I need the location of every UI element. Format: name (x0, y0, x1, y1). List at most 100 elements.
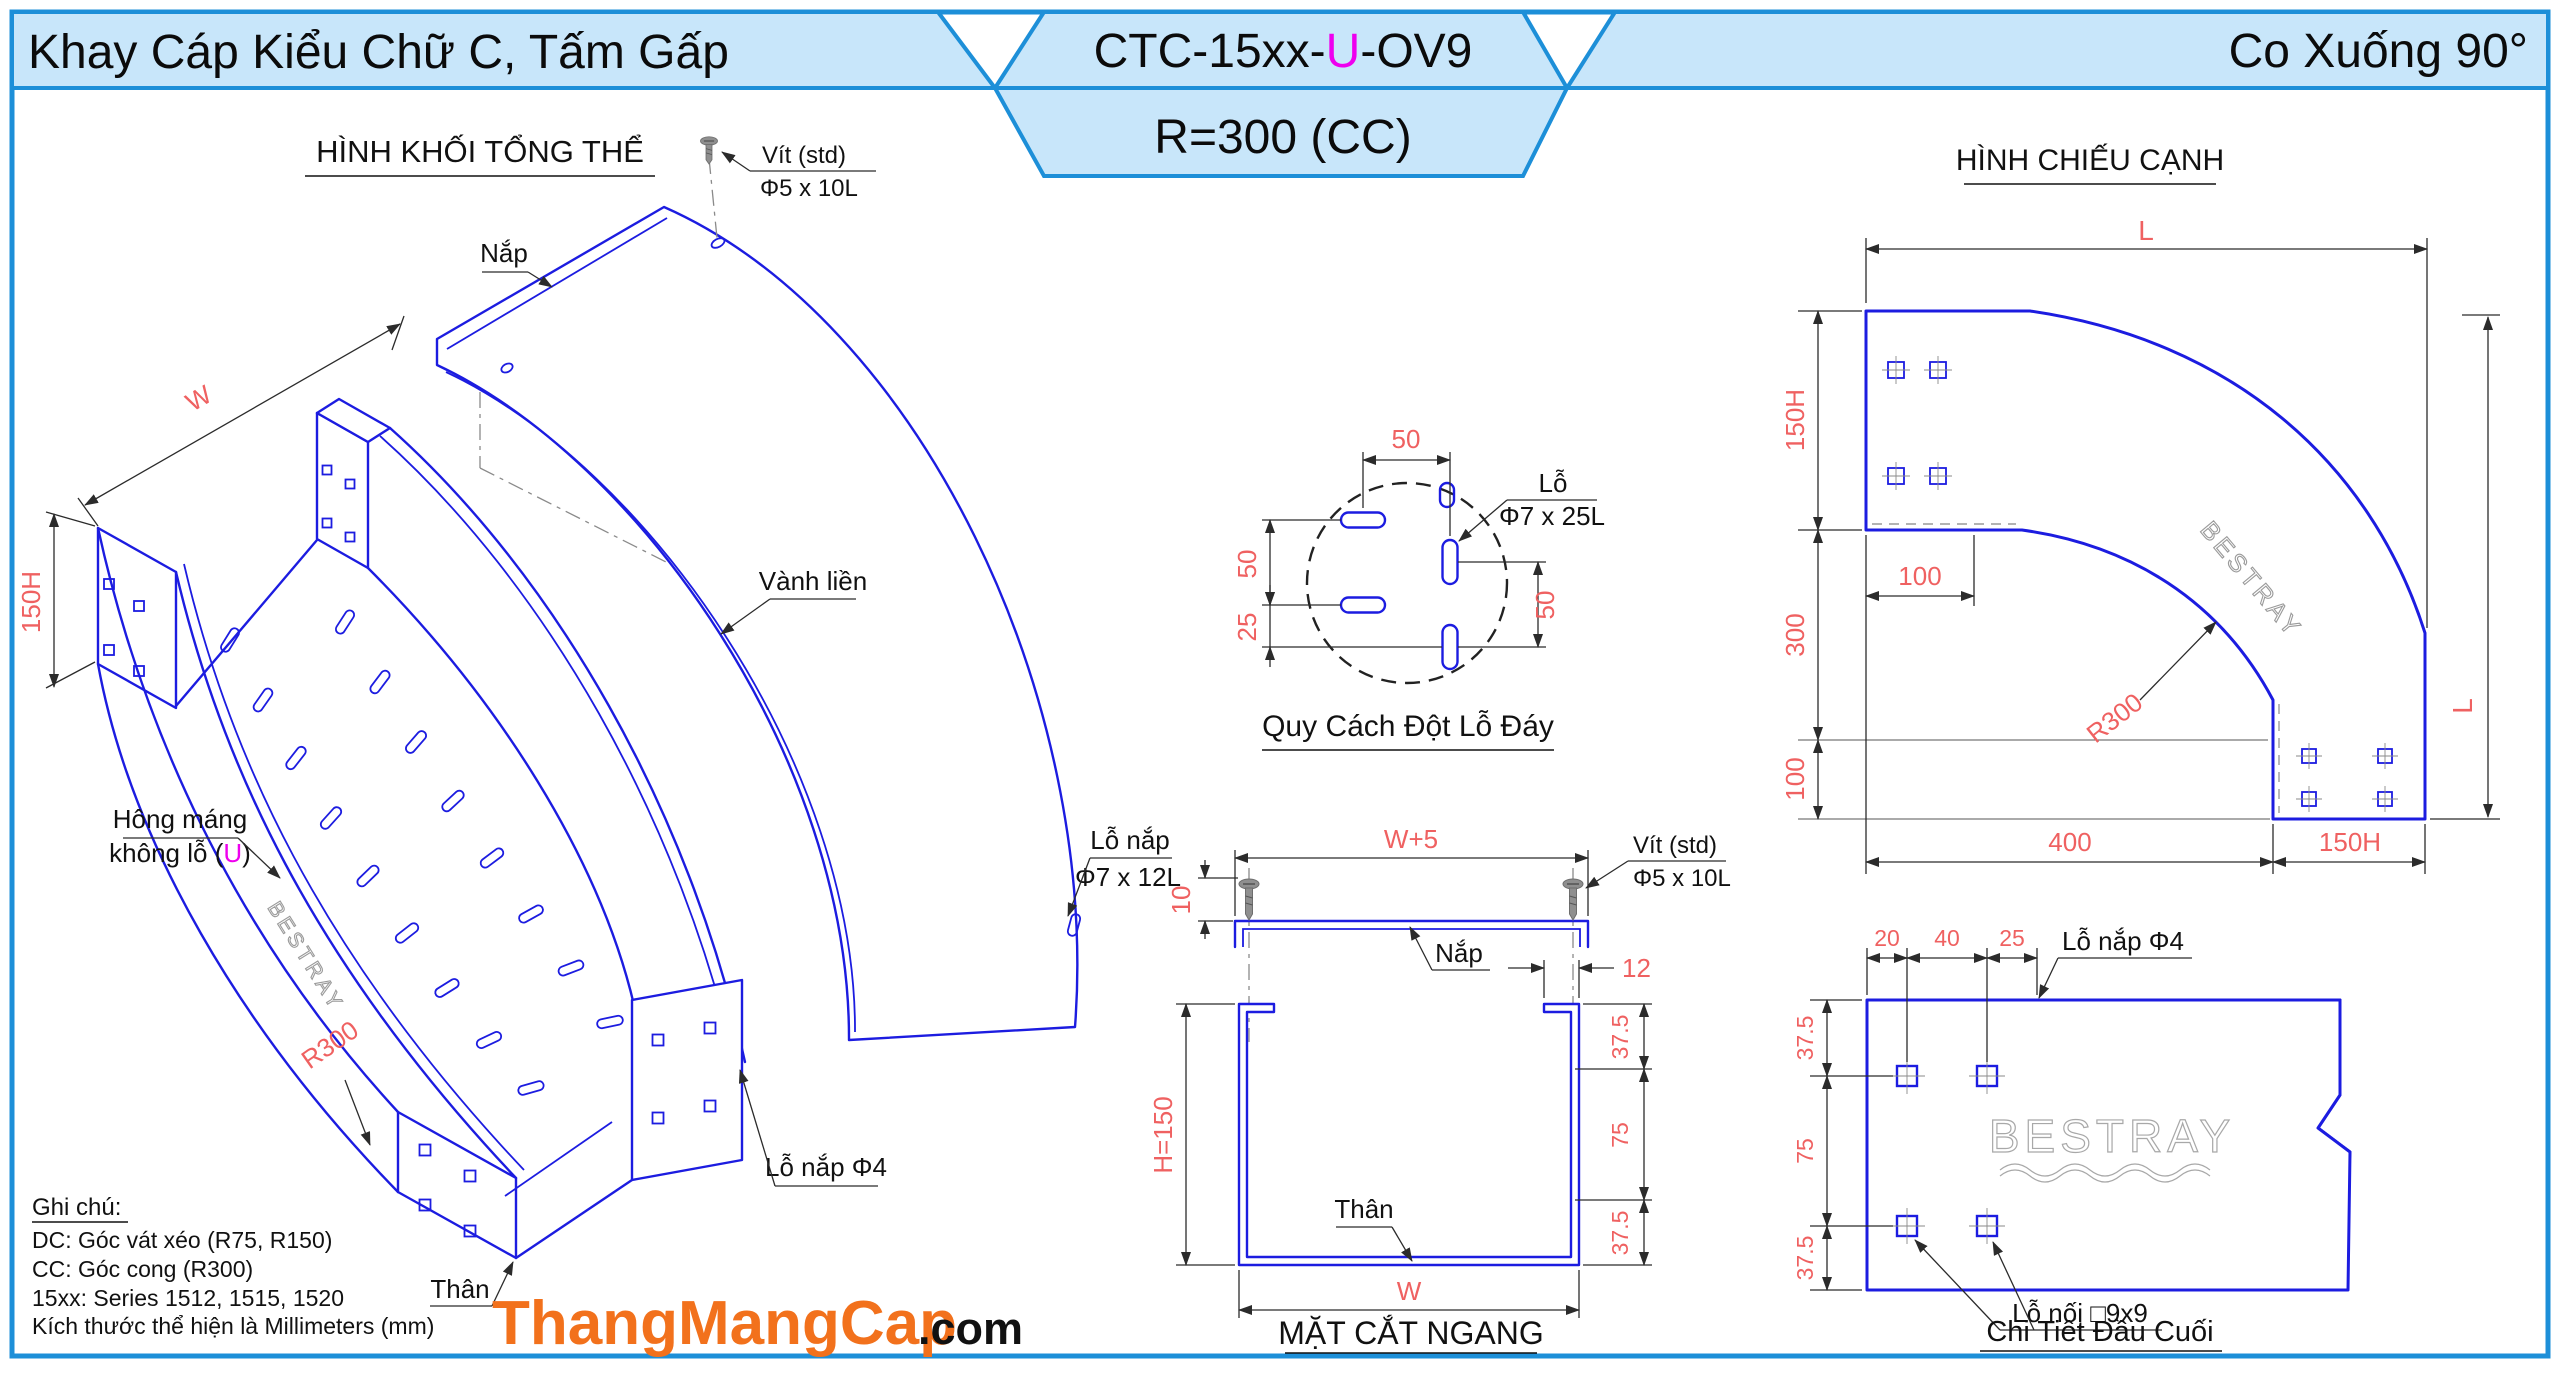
label-rim: Vành liền (759, 566, 867, 596)
dim-h150: H=150 (1148, 1096, 1178, 1173)
end-label-hole4: Lỗ nắp Φ4 (2062, 926, 2184, 956)
section-cover (1233, 919, 1590, 949)
punch-hole-label-1: Lỗ (1539, 468, 1568, 498)
dim-r300: R300 (296, 1015, 364, 1075)
dim-l-right: L (2447, 698, 2478, 714)
header: Khay Cáp Kiểu Chữ C, Tấm Gấp CTC-15xx-U-… (10, 10, 2550, 178)
dim-left-25: 25 (1232, 613, 1262, 642)
side-connector-holes (1882, 356, 2398, 812)
dim-300: 300 (1780, 613, 1810, 656)
dim-l-top: L (2138, 215, 2154, 246)
end-labels: Lỗ nắp Φ4 Lỗ nối □9x9 (1914, 926, 2192, 1331)
iso-perforation-slots (220, 609, 624, 1096)
dim-12: 12 (1622, 953, 1651, 983)
notes: Ghi chú: DC: Góc vát xéo (R75, R150) CC:… (32, 1194, 434, 1339)
variant-title: Co Xuống 90° (2229, 25, 2528, 78)
end-dimensions: 20 40 25 37.5 75 37.5 (1792, 925, 2038, 1291)
label-cover: Nắp (480, 238, 528, 268)
end-plate (1865, 998, 2352, 1292)
logo-name: ThangMangCap (492, 1289, 957, 1358)
punch-view: 50 50 25 50 Lỗ Φ7 x 25L Quy Cách Đột Lỗ … (1232, 424, 1605, 751)
dim-right-37a: 37.5 (1607, 1015, 1633, 1060)
screw-icon (1562, 878, 1584, 921)
note-line-3: 15xx: Series 1512, 1515, 1520 (32, 1285, 344, 1311)
dim-left-50: 50 (1232, 550, 1262, 579)
end-title: Chi Tiết Đầu Cuối (1986, 1316, 2213, 1348)
dim-left-37a: 37.5 (1792, 1016, 1818, 1061)
dim-left-75: 75 (1792, 1138, 1818, 1164)
dim-right-50: 50 (1530, 591, 1560, 620)
end-watermark: BESTRAY (1988, 1109, 2235, 1183)
end-detail-view: BESTRAY 20 40 25 37.5 75 37.5 (1792, 925, 2352, 1352)
label-cover-hole-1: Lỗ nắp (1090, 825, 1170, 855)
section-label-cover: Nắp (1435, 938, 1483, 968)
dim-20: 20 (1874, 925, 1900, 951)
punch-labels: Lỗ Φ7 x 25L (1458, 468, 1605, 542)
dim-150h-left: 150H (1780, 389, 1810, 451)
section-view: W+5 10 12 37.5 75 37.5 H=150 (1148, 824, 1731, 1354)
punch-title: Quy Cách Đột Lỗ Đáy (1262, 710, 1554, 743)
label-cover-hole-2: Φ7 x 12L (1075, 862, 1181, 892)
dim-right-37b: 37.5 (1607, 1211, 1633, 1256)
punch-boundary-circle (1305, 481, 1509, 685)
radius-spec: R=300 (CC) (1154, 111, 1411, 164)
product-title: Khay Cáp Kiểu Chữ C, Tấm Gấp (28, 26, 729, 79)
section-label-body: Thân (1334, 1194, 1393, 1224)
note-line-1: DC: Góc vát xéo (R75, R150) (32, 1227, 332, 1253)
dim-w: W (1397, 1276, 1422, 1306)
label-side-2b: U (223, 838, 242, 868)
code-suffix: -OV9 (1360, 25, 1472, 78)
section-dimensions: W+5 10 12 37.5 75 37.5 H=150 (1148, 824, 1652, 1318)
code-prefix: CTC-15xx- (1094, 25, 1326, 78)
section-labels: Nắp Thân Vít (std) Φ5 x 10L (1334, 832, 1731, 1262)
side-elbow-outline (1864, 309, 2427, 821)
section-screw-label-1: Vít (std) (1633, 832, 1717, 859)
punch-slots (1339, 481, 1459, 671)
end-watermark-text: BESTRAY (1989, 1110, 2235, 1162)
punch-hole-label-2: Φ7 x 25L (1499, 501, 1605, 531)
section-title: MẶT CẮT NGANG (1278, 1315, 1544, 1351)
dim-top-50: 50 (1392, 424, 1421, 454)
punch-dimensions: 50 50 25 50 (1232, 424, 1560, 667)
section-screw-label-2: Φ5 x 10L (1633, 865, 1731, 892)
dim-40: 40 (1934, 925, 1960, 951)
dim-w5: W+5 (1384, 824, 1438, 854)
label-side-2a: không lỗ ( (109, 838, 224, 868)
iso-title: HÌNH KHỐI TỔNG THỂ (316, 133, 644, 169)
dim-150h: 150H (16, 571, 46, 633)
dim-100-left: 100 (1780, 757, 1810, 800)
iso-cover (435, 205, 1082, 1042)
dim-left-37b: 37.5 (1792, 1236, 1818, 1281)
screw-icon (700, 136, 718, 165)
notes-heading: Ghi chú: (32, 1194, 121, 1221)
label-cover-hole4: Lỗ nắp Φ4 (765, 1152, 887, 1182)
product-code: CTC-15xx-U-OV9 (1094, 25, 1473, 78)
dim-right-75: 75 (1607, 1122, 1633, 1148)
iso-view: HÌNH KHỐI TỔNG THỂ (16, 133, 1181, 1307)
brand-logo: ThangMangCap .com (492, 1289, 1023, 1358)
side-view: HÌNH CHIẾU CẠNH BESTRAY (1780, 143, 2500, 874)
label-screw-1: Vít (std) (762, 142, 846, 169)
dim-25: 25 (1999, 925, 2025, 951)
logo-tld: .com (918, 1303, 1023, 1354)
label-body: Thân (430, 1274, 489, 1304)
side-title: HÌNH CHIẾU CẠNH (1956, 143, 2224, 177)
note-line-2: CC: Góc cong (R300) (32, 1256, 253, 1282)
label-screw-2: Φ5 x 10L (760, 175, 858, 202)
section-channel (1237, 1002, 1581, 1267)
dim-150h-bottom: 150H (2319, 827, 2381, 857)
label-side-2c: ) (242, 838, 251, 868)
iso-fold-lines (479, 157, 718, 564)
screw-icon (1238, 878, 1260, 921)
dim-w: W (180, 379, 217, 417)
end-joint-holes (1889, 1058, 2005, 1244)
code-highlight: U (1326, 25, 1361, 78)
label-side-1: Hông máng (113, 804, 247, 834)
dim-400: 400 (2048, 827, 2091, 857)
label-side-2: không lỗ (U) (109, 838, 251, 868)
end-label-joint: Lỗ nối □9x9 (2012, 1298, 2148, 1328)
dim-100-top: 100 (1898, 561, 1941, 591)
note-line-4: Kích thước thể hiện là Millimeters (mm) (32, 1313, 434, 1339)
iso-labels: Nắp Vít (std) Φ5 x 10L Vành liền Lỗ nắp … (109, 142, 1181, 1307)
